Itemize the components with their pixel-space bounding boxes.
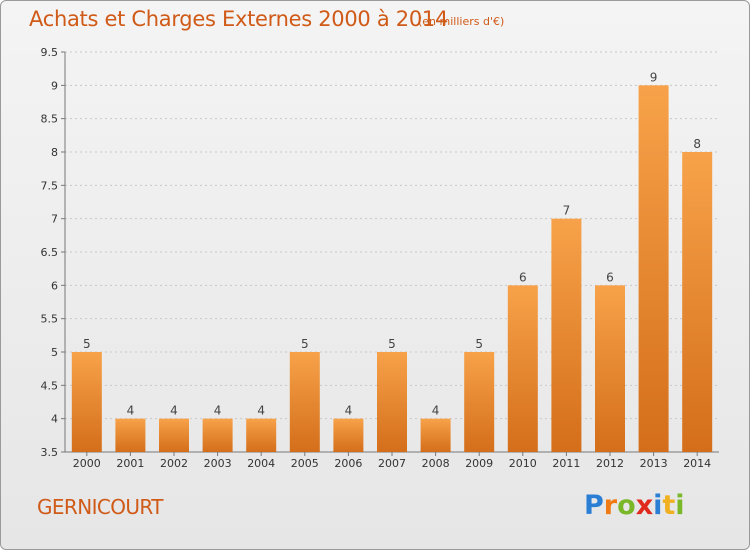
value-label: 4 <box>127 404 135 418</box>
value-label: 4 <box>257 404 265 418</box>
bar-2010 <box>507 285 538 452</box>
logo-letter: t <box>662 490 676 521</box>
bar-2002 <box>159 418 189 452</box>
x-tick-label: 2004 <box>247 457 275 470</box>
y-tick-labels: 3.5 4 4.5 5 5.5 6 6.5 7 7.5 8 8.5 9 9.5 <box>41 46 59 459</box>
x-tick-label: 2006 <box>334 457 362 470</box>
bar-2005 <box>289 352 320 452</box>
y-tick-label: 8 <box>51 146 58 159</box>
bar-2012 <box>595 285 625 452</box>
value-label: 6 <box>519 270 527 284</box>
x-tick-label: 2008 <box>422 457 450 470</box>
value-label: 5 <box>83 337 91 351</box>
bar-2006 <box>333 418 364 452</box>
x-tick-label: 2003 <box>204 457 232 470</box>
bar-2000 <box>71 352 102 452</box>
y-tick-label: 6 <box>51 279 58 292</box>
value-label: 5 <box>388 337 396 351</box>
bar-2013 <box>638 85 669 452</box>
value-label: 4 <box>432 404 440 418</box>
y-tick-label: 7.5 <box>41 179 59 192</box>
x-tick-labels: 2000 2001 2002 2003 2004 2005 2006 2007 2008 2009… <box>73 452 711 470</box>
value-label: 7 <box>563 204 571 218</box>
y-tick-label: 4.5 <box>41 379 59 392</box>
value-label: 4 <box>170 404 178 418</box>
y-tick-label: 9.5 <box>41 46 59 59</box>
bar-2014 <box>682 152 713 452</box>
y-tick-label: 9 <box>51 79 58 92</box>
x-tick-label: 2010 <box>509 457 537 470</box>
x-tick-label: 2005 <box>291 457 319 470</box>
logo-letter: P <box>584 490 604 521</box>
value-label: 6 <box>606 270 614 284</box>
bar-2007 <box>377 352 407 452</box>
bar-2003 <box>202 418 233 452</box>
value-label: 4 <box>214 404 222 418</box>
logo-letter: r <box>603 490 618 521</box>
x-tick-label: 2011 <box>552 457 580 470</box>
y-tick-label: 6.5 <box>41 246 59 259</box>
y-tick-label: 7 <box>51 213 58 226</box>
y-tick-label: 8.5 <box>41 113 59 126</box>
value-label: 5 <box>475 337 483 351</box>
chart-subtitle: (en milliers d'€) <box>418 15 505 28</box>
x-tick-label: 2007 <box>378 457 406 470</box>
x-tick-label: 2013 <box>640 457 668 470</box>
x-tick-label: 2009 <box>465 457 493 470</box>
logo-letter: x <box>635 490 654 521</box>
bar-2008 <box>420 418 451 452</box>
value-label: 9 <box>650 70 658 84</box>
x-tick-label: 2001 <box>116 457 144 470</box>
chart-title: Achats et Charges Externes 2000 à 2014 <box>29 7 449 31</box>
x-tick-label: 2014 <box>683 457 711 470</box>
value-label: 5 <box>301 337 309 351</box>
value-label: 8 <box>693 137 701 151</box>
value-label: 4 <box>345 404 353 418</box>
bar-2004 <box>246 418 277 452</box>
x-tick-label: 2000 <box>73 457 101 470</box>
y-tick-label: 5.5 <box>41 313 59 326</box>
bars <box>71 85 713 452</box>
bar-2011 <box>551 218 582 452</box>
logo-letter: i <box>675 490 685 521</box>
y-tick-label: 3.5 <box>41 446 59 459</box>
bar-2009 <box>464 352 495 452</box>
logo-letter: o <box>617 490 636 521</box>
commune-name: GERNICOURT <box>37 495 164 519</box>
value-labels: 5 4 4 4 4 5 4 5 4 5 6 7 6 9 8 <box>83 70 701 417</box>
y-tick-label: 4 <box>51 413 58 426</box>
logo-letter: i <box>653 490 663 521</box>
x-tick-label: 2012 <box>596 457 624 470</box>
y-tick-label: 5 <box>51 346 58 359</box>
proxiti-logo: Proxiti <box>584 490 685 521</box>
x-tick-label: 2002 <box>160 457 188 470</box>
bar-2001 <box>115 418 146 452</box>
